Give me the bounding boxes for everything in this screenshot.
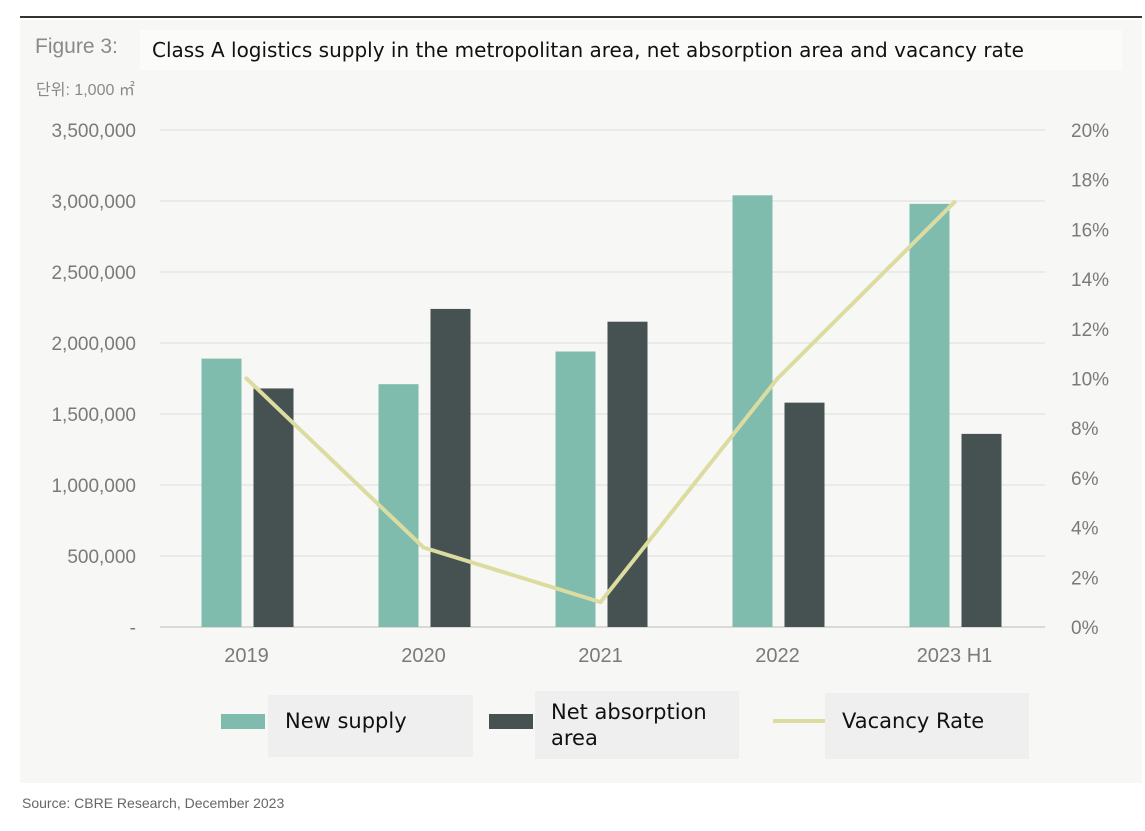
y2-tick-label: 16% [1071,220,1109,241]
y2-tick-label: 14% [1071,270,1109,291]
x-tick-label: 2019 [224,645,269,667]
legend-vacancy-rate: Vacancy Rate [825,693,1029,759]
legend-swatch-vacancy-rate [773,719,825,723]
legend-swatch-new-supply [221,714,265,729]
source-note: Source: CBRE Research, December 2023 [22,795,285,811]
top-rule [20,16,1142,18]
y-tick-label: 500,000 [67,547,136,568]
x-tick-label: 2023 H1 [917,645,993,667]
point-vacancy-rate [244,376,249,381]
figure-label: Figure 3: [35,35,118,58]
bar-new-supply [909,203,950,627]
y-tick-label: 1,000,000 [51,476,136,497]
y2-tick-label: 12% [1071,320,1109,341]
point-vacancy-rate [952,200,957,205]
legend-new-supply: New supply [268,695,473,757]
y2-tick-label: 10% [1071,370,1109,391]
legend-new-supply-label: New supply [285,709,407,733]
y-tick-label: 3,000,000 [51,192,136,213]
tick-labels: - 500,000 1,000,000 1,500,000 2,000,000 2,500… [51,121,1109,667]
legend-net-absorption: Net absorption area [535,691,739,759]
unit-label: 단위: 1,000 ㎡ [36,82,135,99]
bar-net-absorption [961,433,1002,627]
y-tick-label: 1,500,000 [51,405,136,426]
y2-tick-label: 4% [1071,519,1099,540]
bar-new-supply [201,358,242,627]
line-vacancy-rate [244,200,957,605]
x-tick-label: 2020 [401,645,446,667]
bar-net-absorption [607,321,648,627]
y2-tick-label: 18% [1071,171,1109,192]
y2-tick-label: 8% [1071,419,1099,440]
point-vacancy-rate [598,600,603,605]
legend-swatch-net-absorption [489,714,533,729]
legend-net-absorption-line2: area [551,726,598,750]
y2-tick-label: 6% [1071,469,1099,490]
grid-lines [160,129,1045,628]
y2-tick-label: 0% [1071,618,1099,639]
y2-tick-label: 2% [1071,568,1099,589]
y-tick-label: 2,500,000 [51,263,136,284]
legend-net-absorption-line1: Net absorption [551,700,707,724]
bar-new-supply [378,384,419,627]
bar-net-absorption [430,308,471,627]
bars [201,195,1002,627]
y-tick-label: 3,500,000 [51,121,136,142]
x-tick-label: 2022 [755,645,800,667]
point-vacancy-rate [775,376,780,381]
y-tick-label: - [130,618,136,639]
point-vacancy-rate [421,545,426,550]
y2-tick-label: 20% [1071,121,1109,142]
x-tick-label: 2021 [578,645,623,667]
bar-net-absorption [253,388,294,627]
legend-vacancy-rate-label: Vacancy Rate [842,709,985,733]
bar-net-absorption [784,402,825,627]
vacancy-line [244,200,957,605]
bar-new-supply [555,351,596,627]
y-tick-label: 2,000,000 [51,334,136,355]
chart-title: Class A logistics supply in the metropol… [140,30,1122,70]
